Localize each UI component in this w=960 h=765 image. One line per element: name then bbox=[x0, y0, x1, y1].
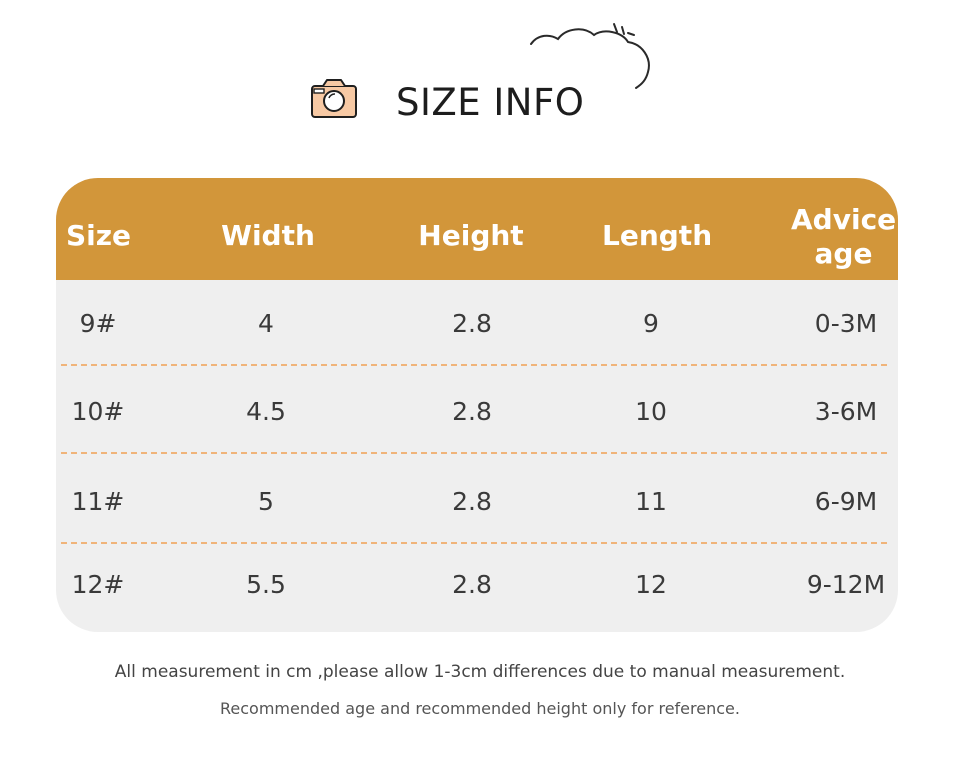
table-row: 12# 5.5 2.8 12 9-12M bbox=[56, 544, 898, 632]
measurement-note: All measurement in cm ,please allow 1-3c… bbox=[114, 662, 846, 682]
cell-length: 10 bbox=[635, 397, 667, 426]
column-header-size: Size bbox=[66, 219, 132, 252]
cell-size: 12# bbox=[71, 570, 125, 599]
cell-advice-age: 0-3M bbox=[814, 309, 878, 338]
row-divider bbox=[61, 542, 887, 544]
row-divider bbox=[61, 452, 887, 454]
table-row: 9# 4 2.8 9 0-3M bbox=[56, 280, 898, 368]
table-body: 9# 4 2.8 9 0-3M 10# 4.5 2.8 10 3-6M 11# … bbox=[56, 280, 898, 632]
table-row: 10# 4.5 2.8 10 3-6M bbox=[56, 368, 898, 456]
cell-height: 2.8 bbox=[452, 397, 492, 426]
table-header: Size Width Height Length Advice age bbox=[56, 178, 898, 280]
cell-length: 11 bbox=[635, 487, 667, 516]
cell-height: 2.8 bbox=[452, 487, 492, 516]
cell-width: 4.5 bbox=[246, 397, 286, 426]
table-row: 11# 5 2.8 11 6-9M bbox=[56, 458, 898, 546]
cell-advice-age: 9-12M bbox=[806, 570, 886, 599]
camera-icon bbox=[311, 79, 357, 118]
cell-height: 2.8 bbox=[452, 570, 492, 599]
page-header: SIZE INFO bbox=[0, 0, 960, 160]
reference-note: Recommended age and recommended height o… bbox=[220, 699, 740, 718]
cell-size: 9# bbox=[79, 309, 117, 338]
cloud-icon bbox=[530, 23, 650, 89]
row-divider bbox=[61, 364, 887, 366]
cell-length: 12 bbox=[635, 570, 667, 599]
column-header-advice-age: Advice age bbox=[791, 203, 897, 270]
column-header-length: Length bbox=[602, 219, 713, 252]
column-header-width: Width bbox=[221, 219, 315, 252]
cell-size: 11# bbox=[71, 487, 125, 516]
cell-length: 9 bbox=[643, 309, 659, 338]
cell-advice-age: 3-6M bbox=[814, 397, 878, 426]
size-table: Size Width Height Length Advice age 9# 4… bbox=[56, 178, 898, 632]
cell-width: 5.5 bbox=[246, 570, 286, 599]
cell-size: 10# bbox=[71, 397, 125, 426]
cell-height: 2.8 bbox=[452, 309, 492, 338]
page-title: SIZE INFO bbox=[396, 81, 585, 124]
cell-width: 5 bbox=[258, 487, 274, 516]
cell-advice-age: 6-9M bbox=[814, 487, 878, 516]
column-header-height: Height bbox=[418, 219, 524, 252]
cell-width: 4 bbox=[258, 309, 274, 338]
